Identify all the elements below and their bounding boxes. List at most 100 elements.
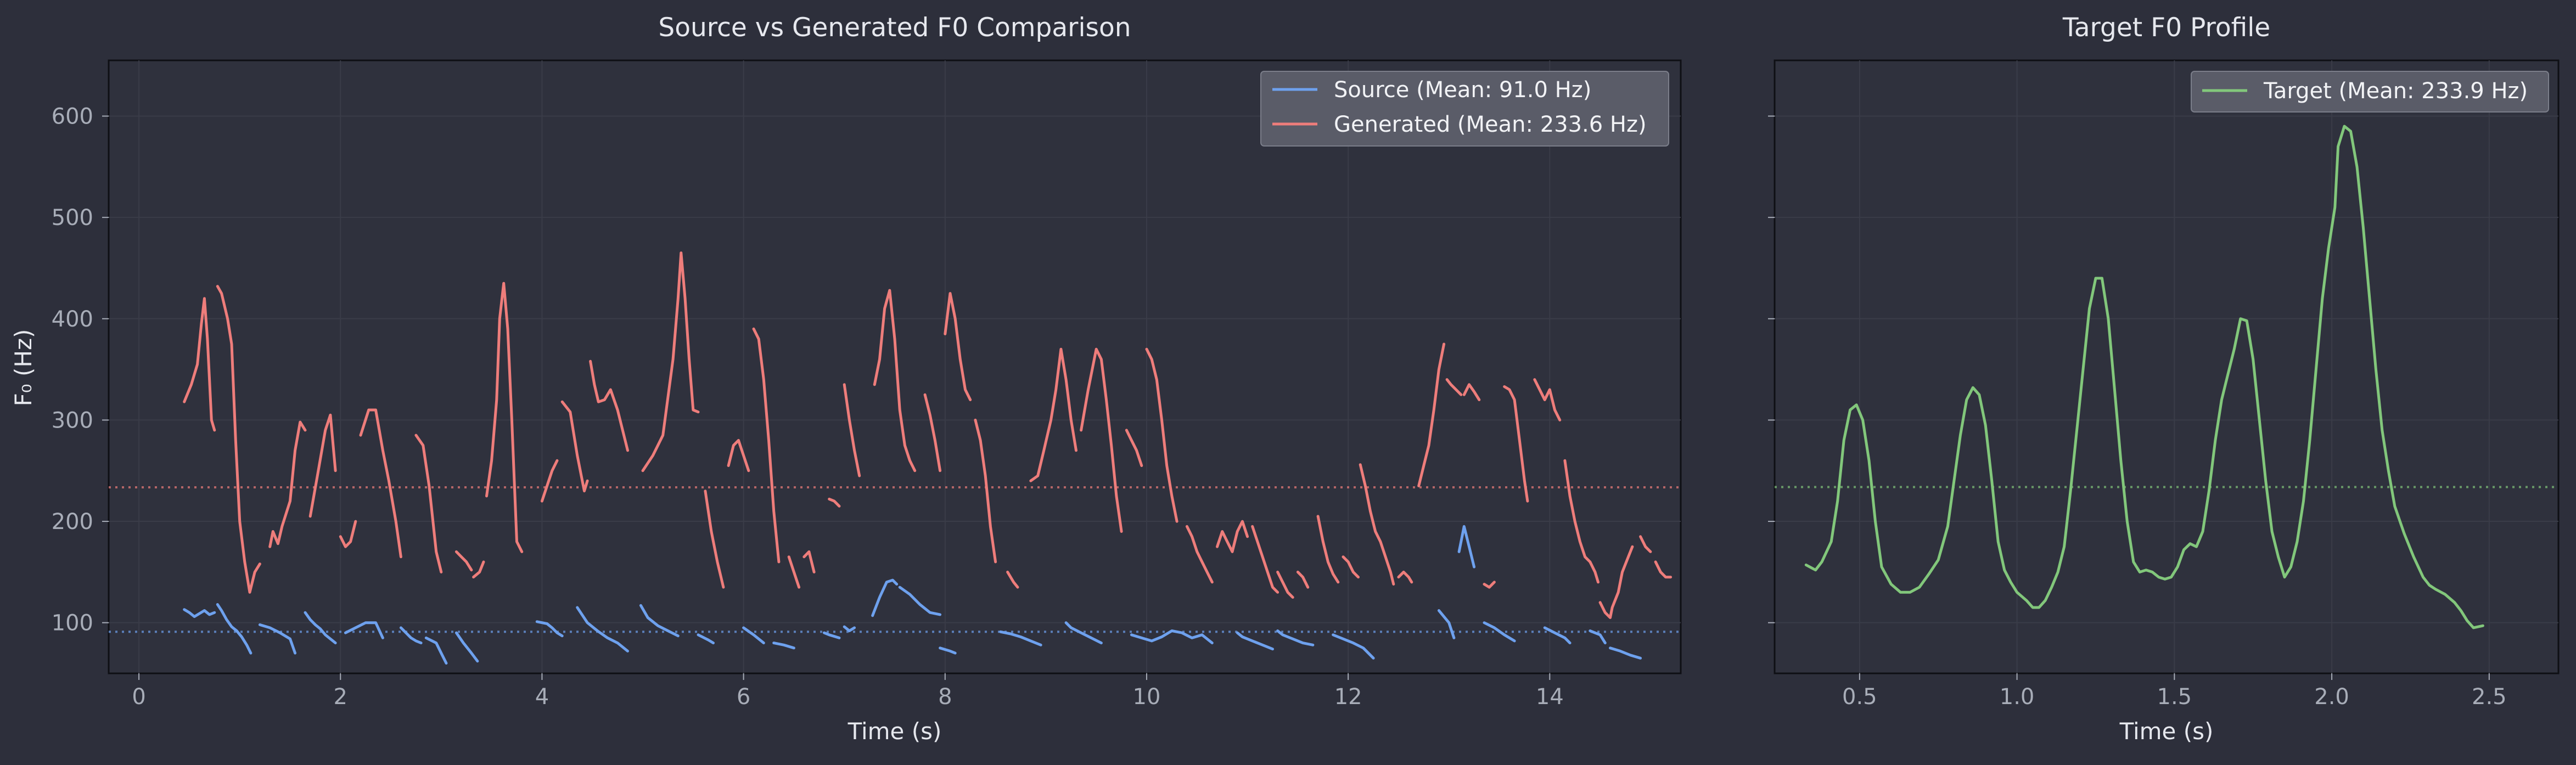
left-y-axis-label: F₀ (Hz) [10,329,37,407]
left-plot-area [108,59,1682,674]
left-series-1-line [560,400,589,493]
left-series-1-line [1359,463,1395,586]
left-y-ticks: 100 200 300 400 500 600 [52,104,109,636]
left-series-1-line [828,497,841,508]
right-legend: Target (Mean: 233.9 Hz) [2191,71,2549,113]
left-series-0-line [216,603,252,655]
legend-label-target: Target (Mean: 233.9 Hz) [2263,78,2528,104]
left-series-1-line [1483,581,1496,589]
left-legend-box [1260,71,1669,147]
left-panel: 0 2 4 6 8 10 12 14 100 200 300 400 500 600 Source vs… [10,13,1682,745]
left-series-1-line [1006,570,1019,589]
left-series-1-line [589,359,629,452]
left-series-1-line [359,408,402,559]
left-series-1-line [268,420,307,548]
left-series-1-line [1417,342,1446,487]
left-series-0-line [1064,621,1103,645]
left-series-1-line [923,393,942,473]
left-series-1-line [454,550,473,572]
left-series-0-line [1276,629,1315,646]
left-series-0-line [999,630,1042,646]
right-y-ticks [1768,115,1775,623]
right-chart-title: Target F0 Profile [2062,13,2270,43]
left-series-1-line [873,289,917,473]
left-x-tick-label: 10 [1133,684,1161,710]
left-series-0-line [535,620,564,638]
left-series-1-line [1125,429,1143,467]
left-series-1-line [1251,525,1279,594]
left-x-ticks: 0 2 4 6 8 10 12 14 [132,673,1564,710]
left-series-0-line [1457,525,1476,569]
right-x-axis-label: Time (s) [2119,718,2214,745]
left-series-1-line [802,550,816,573]
left-series-lines [183,251,1682,665]
right-series-lines [1804,125,2484,629]
legend-label-generated: Generated (Mean: 233.6 Hz) [1334,112,1647,137]
left-mean-lines [109,486,1681,633]
left-series-1-line [704,490,725,589]
left-series-1-line [974,418,997,564]
left-series-1-line [641,251,700,473]
left-series-0-line [772,642,795,650]
left-series-0-line [576,606,629,652]
left-series-0-line [344,621,384,639]
left-series-0-line [399,626,423,645]
left-series-0-line [1483,621,1516,643]
left-x-tick-label: 12 [1334,684,1362,710]
left-series-1-line [1639,535,1652,553]
left-series-1-line [1563,459,1600,584]
right-series-0-line [1804,125,2484,629]
left-series-0-line [843,625,856,632]
left-series-1-line [1462,383,1481,401]
left-x-tick-label: 6 [737,684,750,710]
right-x-tick-label: 1.5 [2157,684,2192,710]
left-series-1-line [1397,570,1413,584]
left-series-1-line [1316,515,1340,584]
left-series-0-line [898,586,942,616]
left-series-0-line [258,623,297,655]
left-y-tick-label: 200 [52,509,93,535]
left-series-1-line [1080,347,1123,533]
left-series-1-line [1598,545,1634,619]
right-x-tick-label: 0.5 [1842,684,1877,710]
left-series-1-line [944,292,972,401]
right-legend-box [2191,71,2549,113]
left-series-0-line [1609,646,1642,660]
left-series-0-line [1236,631,1274,651]
left-series-1-line [339,520,357,548]
left-series-0-line [639,604,680,638]
left-series-0-line [454,631,479,663]
left-series-0-line [823,631,841,639]
left-series-0-line [183,608,216,618]
left-series-1-line [540,459,559,503]
left-x-tick-label: 0 [132,684,145,710]
left-series-1-line [485,282,524,553]
left-x-tick-label: 8 [938,684,952,710]
right-x-tick-label: 1.0 [2000,684,2035,710]
right-grid [1775,60,2558,673]
left-series-1-line [1503,385,1529,503]
left-series-0-line [1332,633,1375,660]
left-y-tick-label: 100 [52,611,93,636]
left-series-0-line [1589,629,1607,645]
left-series-1-line [1276,570,1294,599]
left-series-0-line [1130,629,1214,645]
left-series-1-line [1296,570,1310,589]
left-y-tick-label: 600 [52,104,93,130]
left-series-1-line [472,560,485,579]
left-y-tick-label: 400 [52,307,93,332]
left-x-tick-label: 14 [1536,684,1564,710]
right-x-tick-label: 2.5 [2472,684,2507,710]
left-series-1-line [1216,520,1249,553]
left-series-1-line [843,383,861,477]
left-series-1-line [1654,560,1673,579]
left-series-1-line [1145,347,1178,523]
left-series-1-line [308,413,337,518]
left-series-1-line [1533,378,1562,421]
left-series-0-line [697,633,715,645]
left-chart-title: Source vs Generated F0 Comparison [658,13,1131,43]
left-series-0-line [742,626,765,645]
left-series-1-line [1029,347,1077,482]
